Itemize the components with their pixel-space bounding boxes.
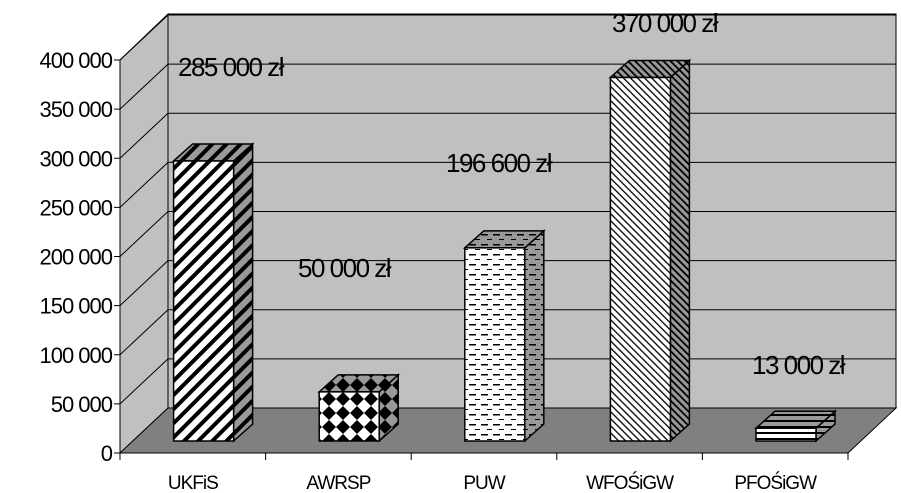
- data-labels: 285 000 zł 50 000 zł 196 600 zł 370 000 zł 1…: [178, 8, 847, 380]
- y-tick-label: 50 000: [51, 392, 113, 417]
- gridline: [119, 14, 896, 61]
- y-tick-label: 400 000: [39, 48, 112, 73]
- data-label: 285 000 zł: [178, 52, 285, 82]
- data-label: 370 000 zł: [612, 8, 719, 38]
- data-label: 196 600 zł: [446, 148, 553, 178]
- x-tick-label: PFOŚiGW: [734, 472, 817, 493]
- bar-side: [669, 58, 691, 443]
- y-tick-label: 0: [101, 441, 113, 466]
- bar-side: [232, 142, 254, 443]
- x-tick-label: UKFiS: [168, 473, 218, 493]
- bars: [171, 58, 837, 443]
- bar-awrsp: [317, 373, 401, 443]
- y-axis-ticks: [114, 59, 120, 454]
- x-tick-label: WFOŚiGW: [586, 472, 674, 493]
- x-tick-label: AWRSP: [306, 473, 370, 493]
- y-tick-label: 300 000: [39, 146, 112, 171]
- y-tick-label: 350 000: [39, 97, 112, 122]
- bar-front: [464, 247, 526, 442]
- bar-puw: [462, 229, 546, 443]
- bar-front: [318, 391, 380, 442]
- y-tick-label: 150 000: [39, 294, 112, 319]
- y-tick-label: 100 000: [39, 343, 112, 368]
- bar-ukfis: [171, 142, 255, 443]
- x-tick-label: PUW: [463, 473, 505, 493]
- y-tick-label: 250 000: [39, 195, 112, 220]
- bar-front: [609, 76, 672, 442]
- x-axis-ticks: [119, 453, 849, 460]
- bar-side: [524, 229, 545, 443]
- bar-front: [755, 427, 817, 442]
- bar-front: [172, 160, 235, 442]
- y-tick-label: 200 000: [39, 245, 112, 270]
- data-label: 50 000 zł: [298, 253, 392, 283]
- bar-pfośigw: [754, 409, 837, 443]
- data-label: 13 000 zł: [752, 350, 846, 380]
- bar-wfośigw: [608, 58, 692, 443]
- x-axis-labels: UKFiS AWRSP PUW WFOŚiGW PFOŚiGW: [168, 472, 818, 493]
- y-axis-labels: 0 50 000 100 000 150 000 200 000 250 000 300 0…: [39, 48, 113, 466]
